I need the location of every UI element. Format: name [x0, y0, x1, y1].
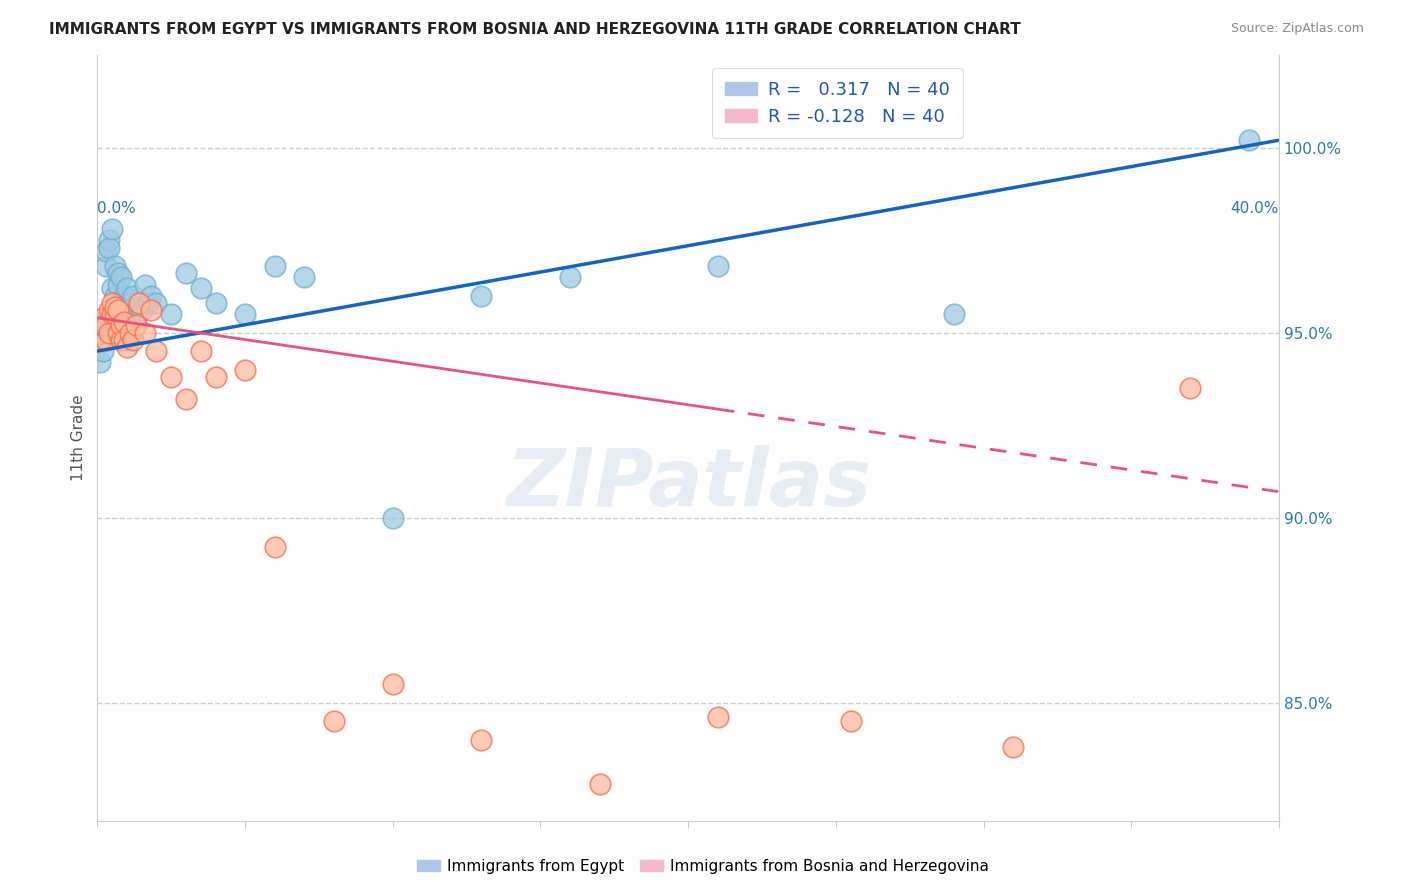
Text: 0.0%: 0.0%	[97, 201, 136, 216]
Point	[118, 303, 141, 318]
Point	[110, 333, 132, 347]
Point	[558, 270, 581, 285]
Point	[131, 303, 153, 318]
Point	[112, 333, 135, 347]
Point	[125, 318, 148, 333]
Text: Source: ZipAtlas.com: Source: ZipAtlas.com	[1230, 22, 1364, 36]
Point	[112, 288, 135, 302]
Point	[101, 307, 124, 321]
Point	[115, 340, 138, 354]
Point	[190, 344, 212, 359]
Point	[263, 540, 285, 554]
Point	[98, 326, 121, 340]
Point	[588, 777, 610, 791]
Point	[263, 259, 285, 273]
Point	[107, 277, 129, 292]
Point	[104, 259, 127, 273]
Point	[115, 281, 138, 295]
Legend: R =   0.317   N = 40, R = -0.128   N = 40: R = 0.317 N = 40, R = -0.128 N = 40	[713, 68, 963, 138]
Point	[121, 288, 143, 302]
Point	[160, 370, 183, 384]
Point	[134, 326, 156, 340]
Point	[145, 296, 167, 310]
Point	[381, 677, 404, 691]
Point	[145, 344, 167, 359]
Text: ZIPatlas: ZIPatlas	[506, 445, 870, 523]
Point	[89, 333, 111, 347]
Point	[104, 307, 127, 321]
Point	[98, 233, 121, 247]
Point	[107, 267, 129, 281]
Point	[706, 259, 728, 273]
Point	[322, 714, 344, 728]
Point	[104, 288, 127, 302]
Point	[136, 296, 159, 310]
Point	[91, 318, 114, 333]
Text: IMMIGRANTS FROM EGYPT VS IMMIGRANTS FROM BOSNIA AND HERZEGOVINA 11TH GRADE CORRE: IMMIGRANTS FROM EGYPT VS IMMIGRANTS FROM…	[49, 22, 1021, 37]
Point	[839, 714, 862, 728]
Point	[121, 333, 143, 347]
Legend: Immigrants from Egypt, Immigrants from Bosnia and Herzegovina: Immigrants from Egypt, Immigrants from B…	[411, 853, 995, 880]
Text: 40.0%: 40.0%	[1230, 201, 1279, 216]
Point	[89, 355, 111, 369]
Point	[128, 300, 150, 314]
Point	[112, 318, 135, 333]
Point	[470, 732, 492, 747]
Point	[292, 270, 315, 285]
Point	[98, 240, 121, 254]
Point	[98, 303, 121, 318]
Point	[101, 296, 124, 310]
Point	[233, 362, 256, 376]
Point	[110, 296, 132, 310]
Point	[115, 296, 138, 310]
Point	[139, 288, 162, 302]
Point	[125, 310, 148, 325]
Point	[204, 296, 226, 310]
Point	[128, 296, 150, 310]
Point	[101, 222, 124, 236]
Point	[706, 710, 728, 724]
Point	[107, 303, 129, 318]
Point	[174, 392, 197, 407]
Point	[233, 307, 256, 321]
Point	[112, 314, 135, 328]
Point	[96, 318, 118, 333]
Point	[89, 326, 111, 340]
Point	[134, 277, 156, 292]
Point	[190, 281, 212, 295]
Point	[118, 326, 141, 340]
Point	[91, 310, 114, 325]
Point	[110, 270, 132, 285]
Point	[1239, 133, 1261, 147]
Point	[101, 281, 124, 295]
Point	[91, 344, 114, 359]
Point	[1002, 739, 1025, 754]
Point	[1180, 381, 1202, 395]
Point	[96, 244, 118, 259]
Point	[204, 370, 226, 384]
Point	[381, 510, 404, 524]
Point	[110, 318, 132, 333]
Point	[107, 326, 129, 340]
Point	[104, 300, 127, 314]
Point	[160, 307, 183, 321]
Point	[943, 307, 966, 321]
Point	[470, 288, 492, 302]
Point	[96, 259, 118, 273]
Y-axis label: 11th Grade: 11th Grade	[72, 395, 86, 482]
Point	[174, 267, 197, 281]
Point	[139, 303, 162, 318]
Point	[96, 333, 118, 347]
